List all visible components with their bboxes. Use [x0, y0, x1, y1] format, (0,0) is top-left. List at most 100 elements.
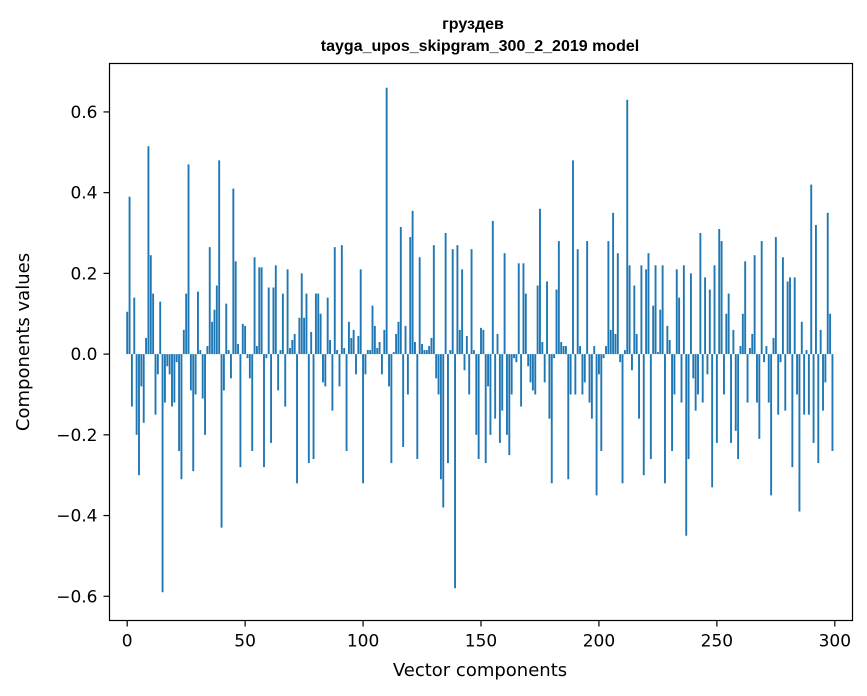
bar-98: [357, 335, 360, 355]
bar-202: [602, 354, 605, 359]
bar-132: [437, 354, 440, 395]
bar-38: [215, 285, 218, 355]
bar-79: [312, 354, 315, 460]
bar-173: [534, 354, 537, 395]
bar-129: [430, 337, 433, 355]
bar-39: [218, 160, 221, 355]
x-tick-label: 250: [701, 632, 733, 652]
bar-139: [454, 354, 456, 589]
bar-63: [274, 265, 277, 355]
bar-150: [480, 327, 482, 355]
y-tick-label: 0.0: [70, 345, 97, 365]
bar-99: [359, 269, 362, 355]
bar-116: [399, 226, 402, 355]
bar-218: [640, 265, 643, 355]
bar-299: [831, 354, 834, 451]
bar-291: [812, 354, 815, 443]
bar-241: [694, 354, 697, 411]
bar-143: [463, 354, 466, 371]
bar-26: [187, 164, 190, 355]
bar-294: [819, 329, 822, 355]
bar-140: [456, 245, 459, 355]
bar-130: [432, 245, 435, 355]
bar-34: [206, 346, 209, 355]
bar-86: [329, 339, 331, 355]
x-tick-label: 0: [122, 632, 133, 652]
bar-213: [628, 265, 631, 355]
bar-110: [385, 87, 388, 355]
bar-282: [791, 354, 794, 468]
bar-70: [291, 339, 294, 355]
bar-180: [550, 354, 553, 484]
bar-15: [161, 354, 164, 593]
bar-46: [234, 261, 237, 355]
bar-128: [428, 346, 431, 355]
bar-67: [284, 354, 287, 407]
bar-275: [774, 237, 777, 355]
bar-88: [333, 247, 336, 355]
bar-76: [305, 293, 308, 355]
bar-193: [581, 354, 584, 395]
bar-211: [623, 350, 626, 355]
bar-175: [539, 208, 541, 355]
bar-283: [793, 277, 796, 355]
bar-252: [720, 241, 723, 355]
bar-206: [612, 212, 615, 355]
bar-112: [390, 354, 393, 464]
bar-164: [513, 354, 515, 359]
bar-125: [421, 344, 423, 355]
bar-266: [753, 255, 756, 355]
bar-23: [180, 354, 183, 480]
bar-234: [678, 297, 681, 355]
y-tick-label: 0.6: [70, 103, 97, 123]
bar-145: [468, 354, 471, 395]
bar-41: [222, 354, 225, 391]
bar-75: [303, 317, 306, 355]
bar-268: [758, 354, 761, 439]
bar-289: [807, 354, 810, 415]
bar-222: [649, 354, 652, 460]
y-tick-label: 0.4: [70, 184, 97, 204]
bar-146: [470, 249, 473, 355]
bar-78: [310, 331, 313, 355]
bar-29: [194, 354, 197, 395]
bar-17: [166, 354, 169, 367]
bar-242: [697, 354, 699, 395]
bar-200: [597, 354, 600, 375]
bar-262: [744, 261, 747, 355]
bar-120: [409, 237, 412, 355]
x-tick-label: 200: [583, 632, 615, 652]
bar-215: [633, 285, 636, 355]
bar-127: [425, 350, 428, 355]
bar-22: [178, 354, 181, 451]
bar-69: [289, 348, 291, 355]
bar-36: [211, 321, 214, 355]
bar-169: [524, 293, 527, 355]
bar-157: [496, 333, 499, 355]
bar-59: [265, 354, 268, 359]
x-axis: 0 50 100 150 200 250 300: [122, 620, 851, 652]
bar-223: [652, 305, 655, 355]
bar-238: [687, 354, 690, 460]
bar-72: [296, 354, 298, 484]
bar-210: [621, 354, 624, 484]
bar-7: [142, 354, 145, 423]
bar-261: [741, 313, 744, 355]
bar-104: [371, 305, 374, 355]
bar-207: [614, 333, 617, 355]
bar-3: [133, 297, 136, 355]
bar-68: [286, 269, 289, 355]
bar-201: [600, 354, 603, 451]
bar-192: [579, 346, 582, 355]
bar-196: [588, 354, 591, 403]
bar-101: [364, 354, 367, 375]
bar-217: [638, 354, 640, 419]
bar-255: [727, 293, 730, 355]
bar-292: [815, 224, 817, 355]
bar-224: [654, 265, 657, 355]
bar-89: [336, 350, 339, 355]
bar-194: [583, 354, 586, 383]
y-tick-label: −0.2: [56, 426, 97, 446]
bar-251: [718, 228, 721, 355]
bar-297: [826, 212, 829, 355]
